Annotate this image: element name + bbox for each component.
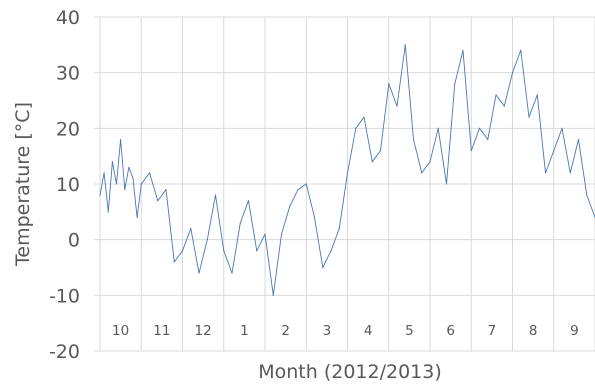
data-point bbox=[330, 250, 332, 252]
data-point bbox=[124, 188, 126, 191]
data-point bbox=[462, 49, 464, 52]
data-point bbox=[371, 161, 373, 163]
data-point bbox=[511, 72, 514, 74]
data-point bbox=[239, 222, 241, 224]
data-point bbox=[99, 194, 101, 196]
data-point bbox=[487, 138, 489, 141]
data-point bbox=[173, 261, 175, 263]
data-point bbox=[388, 83, 390, 85]
data-point bbox=[470, 150, 472, 152]
data-point bbox=[256, 250, 258, 252]
data-point bbox=[140, 183, 142, 185]
data-point bbox=[272, 294, 274, 296]
data-point bbox=[577, 138, 580, 141]
data-point bbox=[412, 138, 415, 141]
month-label: 4 bbox=[364, 323, 373, 339]
data-point bbox=[561, 127, 563, 129]
data-point bbox=[190, 227, 192, 230]
data-point bbox=[103, 172, 105, 174]
data-point bbox=[528, 116, 530, 118]
horizontal-gridlines bbox=[94, 16, 595, 352]
data-point bbox=[569, 172, 571, 174]
data-point bbox=[478, 127, 481, 129]
data-point bbox=[223, 250, 225, 252]
data-point bbox=[338, 227, 340, 230]
data-point bbox=[214, 194, 217, 196]
y-axis-title: Temperature [°C] bbox=[12, 102, 34, 267]
month-label: 8 bbox=[529, 323, 538, 339]
data-point bbox=[313, 216, 316, 218]
data-point bbox=[231, 272, 233, 274]
data-point bbox=[206, 239, 208, 241]
data-point bbox=[544, 172, 547, 174]
data-point bbox=[128, 166, 130, 168]
data-point bbox=[136, 216, 138, 218]
data-point bbox=[297, 188, 299, 191]
month-label: 12 bbox=[195, 323, 212, 339]
data-point bbox=[107, 211, 109, 213]
data-point bbox=[495, 94, 497, 96]
data-point bbox=[120, 138, 122, 141]
month-label: 6 bbox=[446, 323, 455, 339]
data-point bbox=[429, 161, 431, 163]
data-point bbox=[379, 150, 382, 152]
data-point bbox=[322, 266, 324, 269]
data-point bbox=[280, 233, 283, 235]
data-point bbox=[247, 200, 250, 202]
data-point bbox=[536, 94, 538, 96]
month-labels: 10 11 12 1 2 3 4 5 6 7 8 9 bbox=[112, 323, 579, 339]
y-tick-label: 30 bbox=[56, 63, 80, 85]
data-point bbox=[181, 250, 184, 252]
month-label: 9 bbox=[570, 323, 579, 339]
month-label: 7 bbox=[488, 323, 497, 339]
y-tick-label: 0 bbox=[68, 230, 80, 252]
data-point bbox=[264, 233, 266, 235]
y-tick-labels: -20 -10 0 10 20 30 40 bbox=[49, 7, 80, 363]
data-point bbox=[111, 161, 113, 163]
data-point bbox=[520, 49, 522, 52]
data-point bbox=[132, 177, 134, 180]
data-point bbox=[115, 183, 118, 185]
data-point bbox=[553, 150, 555, 152]
y-tick-label: 40 bbox=[56, 7, 80, 29]
y-tick-label: 10 bbox=[56, 174, 80, 196]
data-point bbox=[445, 183, 448, 185]
temperature-series bbox=[99, 44, 595, 296]
data-point bbox=[157, 200, 159, 202]
data-point bbox=[437, 127, 439, 129]
month-label: 11 bbox=[153, 323, 170, 339]
data-point bbox=[586, 194, 588, 196]
data-point bbox=[346, 172, 349, 174]
data-point bbox=[404, 44, 406, 46]
month-label: 5 bbox=[405, 323, 414, 339]
data-point bbox=[289, 205, 291, 207]
month-label: 10 bbox=[112, 323, 129, 339]
y-tick-label: 20 bbox=[56, 118, 80, 140]
temperature-line bbox=[99, 44, 595, 296]
data-point bbox=[355, 127, 357, 129]
data-point bbox=[363, 116, 365, 118]
data-point bbox=[421, 172, 423, 174]
y-tick-label: -10 bbox=[49, 285, 80, 307]
data-point bbox=[165, 188, 167, 191]
data-point bbox=[396, 105, 398, 107]
x-axis-title: Month (2012/2013) bbox=[258, 361, 442, 383]
data-point bbox=[198, 272, 200, 274]
y-tick-label: -20 bbox=[49, 341, 80, 363]
data-point bbox=[305, 183, 307, 185]
month-label: 2 bbox=[281, 323, 290, 339]
data-point bbox=[503, 105, 505, 107]
month-label: 3 bbox=[323, 323, 332, 339]
month-label: 1 bbox=[240, 323, 249, 339]
data-point bbox=[454, 83, 456, 85]
data-point bbox=[148, 172, 151, 174]
